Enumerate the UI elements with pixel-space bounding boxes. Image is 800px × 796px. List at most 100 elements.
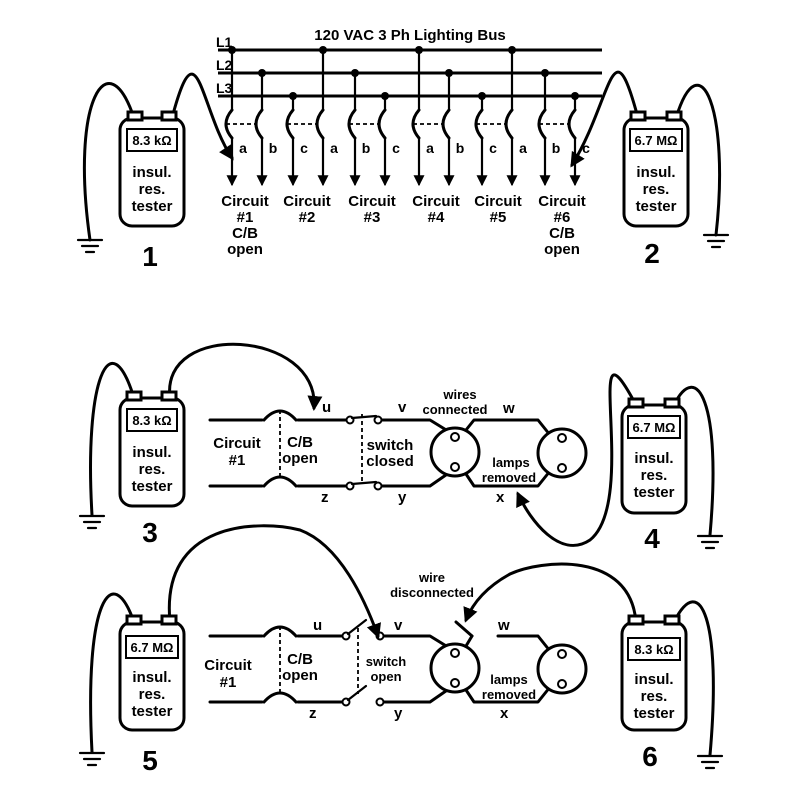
tester-label-6: insul. res. tester (634, 671, 675, 722)
lamp-terminal (450, 432, 460, 442)
phase-label: c (582, 140, 590, 156)
meter-reading-2: 6.7 MΩ (635, 133, 678, 148)
ground-lead-1 (82, 82, 136, 242)
tester-terminal (627, 397, 645, 409)
meter-display-6 (627, 637, 681, 661)
node-v: v (398, 399, 407, 416)
phase-label: b (456, 140, 465, 156)
tester-6: 8.3 kΩ insul. res. tester 6 (463, 562, 724, 772)
panel-number-4: 4 (644, 523, 660, 554)
breaker-arc (262, 691, 298, 704)
ground-symbol-icon (78, 514, 106, 530)
breaker-contact (315, 108, 325, 140)
tester-terminal (663, 397, 681, 409)
tester-label-2: insul. res. tester (636, 164, 677, 215)
circuit-label: Circuit #2 (283, 193, 331, 226)
switch-contact (373, 481, 383, 491)
phase-label: b (362, 140, 371, 156)
phase-label: b (552, 140, 561, 156)
switch-contact (375, 697, 385, 707)
meter-display-5 (125, 635, 179, 659)
tester-terminal (126, 110, 144, 122)
switch-label: switch closed (366, 437, 414, 470)
panel-3-4: Circuit #1 C/B open switch closed wires conn… (78, 342, 724, 554)
node-z: z (321, 489, 329, 506)
bus-label-l3: L3 (216, 80, 233, 96)
breaker-contact (377, 108, 387, 140)
lamp-terminal (557, 463, 567, 473)
panel-number-6: 6 (642, 741, 658, 772)
lamp-socket-2 (536, 643, 588, 695)
wire-disconnected-label: wire disconnected (390, 570, 474, 600)
tester-terminal (160, 614, 178, 626)
breaker-contact (567, 108, 577, 140)
panel-number-3: 3 (142, 517, 158, 548)
ground-lead-6 (672, 600, 715, 757)
phase-label: b (269, 140, 278, 156)
breaker-contact (254, 108, 264, 140)
meter-reading-6: 8.3 kΩ (634, 642, 673, 657)
circuit-label: Circuit #1 (213, 435, 261, 469)
tester-terminal (627, 614, 645, 626)
tester-terminal (160, 110, 178, 122)
circuit-label-group: Circuit #1 C/B open Circuit #2 Circuit #3 Circui… (221, 193, 586, 258)
top-wire (208, 418, 458, 438)
ground-lead-2 (674, 83, 722, 237)
tester-2: 6.7 MΩ insul. res. tester 2 (570, 70, 730, 269)
panel-number-5: 5 (142, 745, 158, 776)
panel-number-1: 1 (142, 241, 158, 272)
probe-lead-5 (167, 524, 381, 639)
cb-label: C/B open (282, 434, 318, 467)
circuit-label: Circuit #1 (204, 657, 252, 691)
disconnected-wire-end (454, 620, 474, 638)
tester-label-1: insul. res. tester (132, 164, 173, 215)
meter-reading-4: 6.7 MΩ (633, 420, 676, 435)
ground-symbol-icon (76, 238, 104, 254)
lighting-bus-panel: 120 VAC 3 Ph Lighting Bus L1 L2 L3 a b c a b… (216, 27, 602, 258)
meter-reading-1: 8.3 kΩ (132, 133, 171, 148)
meter-reading-5: 6.7 MΩ (131, 640, 174, 655)
tester-4: 6.7 MΩ insul. res. tester 4 (516, 373, 724, 554)
top-wire-w (464, 634, 556, 658)
switch-blade (346, 684, 368, 702)
switch-contact (373, 415, 383, 425)
probe-lead-1 (170, 72, 234, 161)
wires-label: wires connected (422, 387, 487, 417)
tester-terminal (663, 614, 681, 626)
bottom-wire-x (464, 680, 556, 704)
ground-symbol-icon (696, 534, 724, 550)
breaker-contact (441, 108, 451, 140)
tester-label-3: insul. res. tester (132, 444, 173, 495)
switch-label: switch open (366, 654, 407, 684)
panel-5-6: Circuit #1 C/B open switch open wire disconn… (78, 524, 724, 776)
circuit-label: Circuit #3 (348, 193, 396, 226)
tester-label-4: insul. res. tester (634, 450, 675, 501)
ground-lead-4 (672, 385, 715, 537)
lamp-socket-1 (429, 642, 481, 694)
breaker-arc (262, 475, 298, 488)
tester-label-5: insul. res. tester (132, 669, 173, 720)
tester-3: 8.3 kΩ insul. res. tester 3 (78, 342, 323, 548)
circuit-label: Circuit #4 (412, 193, 460, 226)
node-y: y (394, 705, 403, 722)
switch-blade (350, 480, 378, 486)
lamp-socket-2 (536, 427, 588, 479)
probe-lead-3 (168, 342, 323, 411)
bottom-wire (208, 466, 458, 488)
node-w: w (497, 617, 510, 634)
tester-5: 6.7 MΩ insul. res. tester 5 (78, 524, 381, 776)
phase-label: c (300, 140, 308, 156)
phase-label: a (239, 140, 247, 156)
lamp-terminal (557, 649, 567, 659)
meter-reading-3: 8.3 kΩ (132, 413, 171, 428)
circuit-label: Circuit #1 C/B open (221, 193, 269, 258)
meter-display-2 (629, 128, 683, 152)
phase-label: c (392, 140, 400, 156)
tester-terminal (629, 110, 647, 122)
node-y: y (398, 489, 407, 506)
bus-label-l2: L2 (216, 57, 233, 73)
ground-lead-5 (89, 592, 136, 754)
lamp-terminal (450, 462, 460, 472)
node-z: z (309, 705, 317, 722)
